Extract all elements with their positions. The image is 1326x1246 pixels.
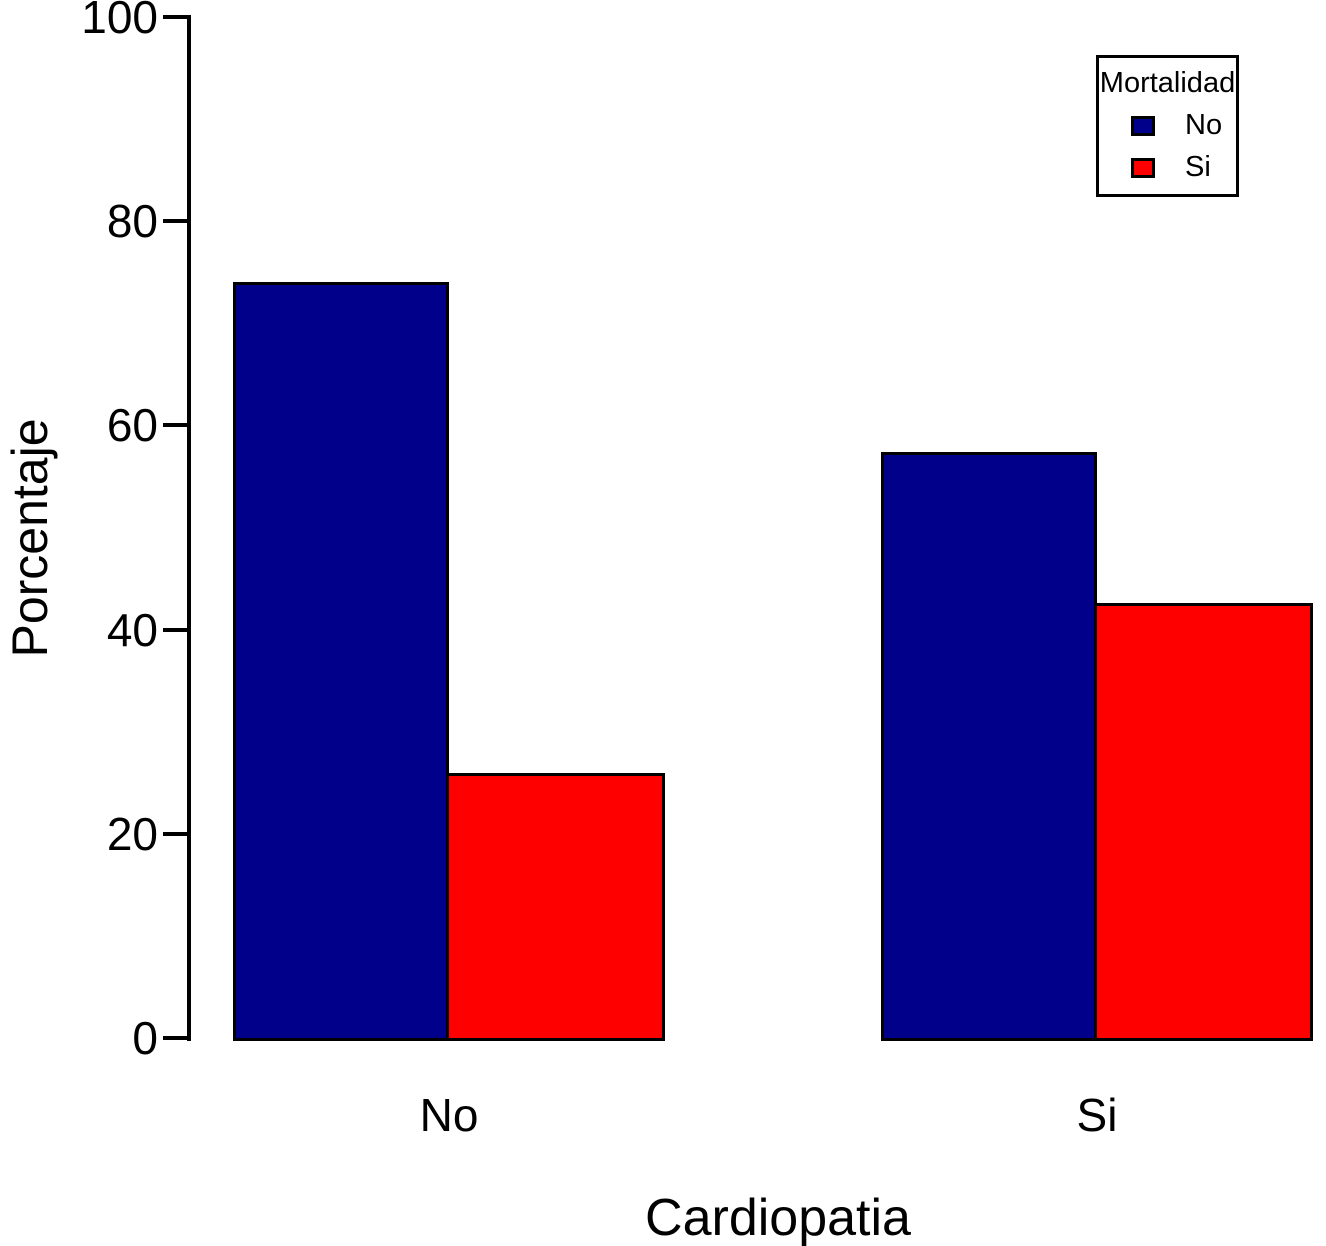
bar-si-no	[881, 451, 1097, 1041]
y-tick-mark	[163, 423, 188, 428]
legend-item-label: No	[1185, 109, 1223, 141]
y-tick-mark	[163, 15, 188, 19]
legend-row-no: No	[1131, 109, 1236, 142]
y-tick-label: 20	[106, 807, 158, 860]
legend: Mortalidad No Si	[1096, 55, 1239, 197]
y-tick-mark	[163, 1036, 188, 1040]
legend-item-label: Si	[1185, 151, 1211, 183]
y-tick-mark	[163, 219, 188, 224]
x-axis-title: Cardiopatia	[645, 1189, 911, 1246]
y-axis-title: Porcentaje	[2, 418, 58, 658]
y-axis-line	[187, 15, 191, 1041]
y-tick-label: 80	[106, 195, 158, 248]
x-category-label-si: Si	[1076, 1089, 1118, 1141]
legend-row-si: Si	[1131, 151, 1236, 184]
y-tick-mark	[163, 627, 188, 632]
legend-swatch-no	[1131, 115, 1155, 136]
bar-no-no	[233, 282, 449, 1041]
bar-no-si	[446, 772, 665, 1041]
y-tick-mark	[163, 831, 188, 836]
bar-si-si	[1094, 603, 1313, 1041]
legend-swatch-si	[1131, 157, 1155, 178]
x-category-label-no: No	[419, 1089, 479, 1141]
y-tick-label: 100	[81, 0, 158, 43]
y-tick-label: 60	[106, 399, 158, 452]
y-tick-label: 40	[106, 603, 158, 656]
y-tick-label: 0	[132, 1012, 158, 1064]
legend-items: No Si	[1099, 109, 1236, 184]
legend-title: Mortalidad	[1099, 67, 1236, 99]
